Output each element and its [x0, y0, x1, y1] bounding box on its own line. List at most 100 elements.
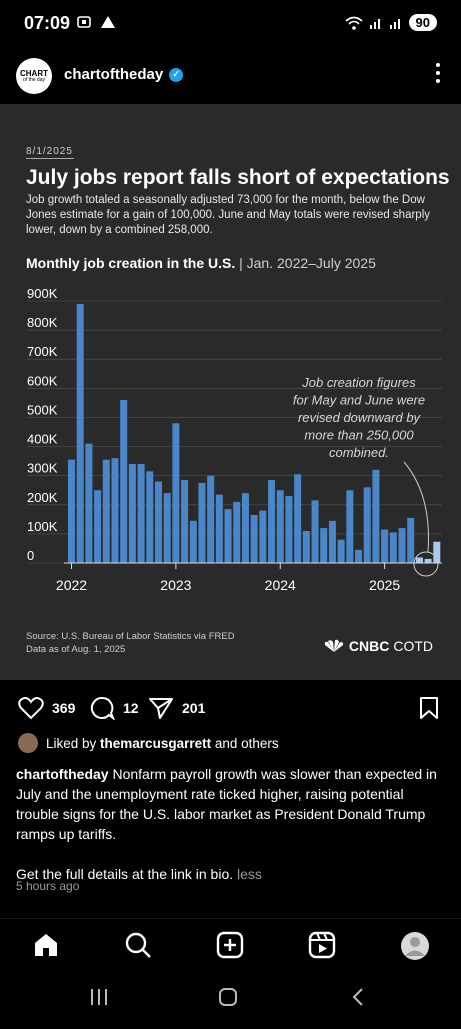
y-tick-label: 100K	[27, 519, 58, 534]
home-icon	[35, 934, 57, 956]
bottom-nav	[0, 918, 461, 969]
x-tick-label: 2022	[56, 577, 87, 593]
battery-indicator: 90	[408, 14, 437, 31]
chart-bar	[207, 475, 215, 563]
chart-bar	[389, 532, 397, 563]
chart-bar	[276, 490, 284, 563]
annotation-text: more than 250,000	[304, 428, 414, 443]
liked-user[interactable]: themarcusgarrett	[100, 735, 212, 751]
chart-bar	[363, 487, 371, 563]
share-button[interactable]: 201	[148, 696, 205, 720]
chart-bar	[415, 557, 423, 563]
username-text: chartoftheday	[64, 66, 164, 83]
chart-bar	[198, 482, 206, 563]
nav-home[interactable]	[32, 931, 60, 959]
system-nav	[0, 975, 461, 1024]
x-tick-label: 2025	[369, 577, 400, 593]
chart-bar	[163, 493, 171, 563]
chart-bar	[311, 500, 319, 563]
status-icons-left	[76, 14, 116, 30]
account-avatar[interactable]: CHART of the day	[16, 58, 52, 94]
post-username[interactable]: chartoftheday ✓	[64, 66, 184, 83]
avatar-subtext: of the day	[23, 76, 45, 83]
chart-bar	[285, 496, 293, 563]
search-icon	[125, 932, 151, 958]
y-tick-label: 200K	[27, 490, 58, 505]
chart-bar	[224, 509, 232, 563]
chart-bar	[398, 528, 406, 563]
chart-bar	[172, 423, 180, 563]
home-nav-icon[interactable]	[219, 988, 237, 1006]
verified-icon: ✓	[169, 67, 184, 82]
chart-heading: Monthly job creation in the U.S. | Jan. …	[26, 255, 376, 271]
nav-reels[interactable]	[308, 931, 336, 959]
x-tick-label: 2023	[160, 577, 191, 593]
chart-bar	[407, 517, 415, 563]
chart-bar	[433, 541, 441, 563]
clock: 07:09	[24, 13, 71, 33]
caption-text: Nonfarm payroll growth was slower than e…	[16, 766, 437, 842]
liker-avatar[interactable]	[18, 733, 38, 753]
bookmark-icon	[420, 697, 438, 719]
wifi-icon	[345, 16, 363, 30]
liked-by-text: Liked by themarcusgarrett and others	[46, 736, 279, 751]
nav-create[interactable]	[216, 931, 244, 959]
annotation-text: Job creation figures	[301, 375, 416, 390]
liked-suffix[interactable]: and others	[211, 735, 279, 751]
comment-icon	[90, 696, 115, 720]
cnbc-brand: CNBC COTD	[323, 638, 433, 654]
annotation-text: for May and June were	[293, 393, 425, 408]
comment-count: 12	[123, 700, 139, 716]
avatar-text: CHART	[20, 68, 48, 78]
chart-bar	[337, 539, 345, 563]
brand-cnbc: CNBC	[348, 638, 390, 654]
more-options-icon[interactable]	[435, 62, 441, 84]
less-link[interactable]: less	[233, 866, 262, 882]
chart-bar	[294, 474, 302, 563]
profile-icon	[401, 932, 429, 960]
chart-bar	[146, 471, 154, 563]
bar-chart: 900K 800K 700K 600K 500K 400K 300K 200K 100K 0 202…	[27, 286, 442, 593]
chart-bar	[320, 528, 328, 563]
send-icon	[149, 698, 173, 719]
peacock-icon	[324, 639, 344, 652]
post-caption: chartoftheday Nonfarm payroll growth was…	[16, 764, 446, 884]
chart-bar	[85, 443, 93, 563]
date-divider	[26, 158, 74, 159]
y-tick-label: 0	[27, 548, 34, 563]
x-tick-label: 2024	[265, 577, 296, 593]
chart-bar	[120, 399, 128, 563]
like-button[interactable]: 369	[18, 696, 75, 720]
chart-bar	[302, 530, 310, 563]
chart-source: Source: U.S. Bureau of Labor Statistics …	[26, 630, 235, 656]
chart-bar	[68, 459, 75, 563]
like-count: 369	[52, 700, 76, 716]
chart-title: July jobs report falls short of expectat…	[26, 166, 450, 189]
chart-bar	[137, 464, 145, 563]
y-tick-label: 500K	[27, 402, 58, 417]
y-tick-label: 600K	[27, 373, 58, 388]
post-timestamp: 5 hours ago	[16, 879, 80, 893]
chart-bar	[94, 490, 102, 563]
chart-date: 8/1/2025	[26, 146, 73, 157]
chart-bar	[328, 520, 336, 563]
comment-button[interactable]: 12	[89, 696, 139, 720]
source-line-1: Source: U.S. Bureau of Labor Statistics …	[26, 631, 235, 642]
caption-username[interactable]: chartoftheday	[16, 766, 109, 782]
annotation-text: combined.	[329, 445, 389, 460]
nav-search[interactable]	[124, 931, 152, 959]
recents-icon[interactable]	[91, 989, 107, 1005]
chart-bar	[372, 469, 380, 563]
y-tick-label: 400K	[27, 432, 58, 447]
save-button[interactable]	[418, 696, 440, 720]
status-icons-right: 90	[345, 14, 437, 31]
chart-heading-text: Monthly job creation in the U.S.	[26, 255, 236, 271]
brand-cotd: COTD	[393, 638, 433, 654]
liked-by: Liked by themarcusgarrett and others	[18, 733, 279, 753]
chart-bar	[189, 520, 197, 563]
plus-icon	[216, 931, 244, 959]
system-nav-icons	[91, 988, 363, 1006]
chart-bar	[424, 558, 432, 563]
back-icon[interactable]	[352, 988, 363, 1006]
nav-profile[interactable]	[400, 931, 429, 960]
